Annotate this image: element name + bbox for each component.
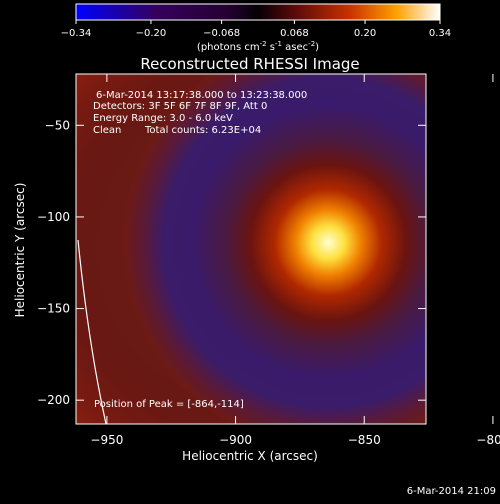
annotation-detectors: Detectors: 3F 5F 6F 7F 8F 9F, Att 0	[93, 101, 267, 112]
chart-title: Reconstructed RHESSI Image	[140, 55, 359, 73]
x-tick-label: −800	[476, 433, 500, 447]
x-tick-label: −900	[219, 433, 252, 447]
y-tick-label: −200	[37, 393, 70, 407]
y-tick-label: −150	[37, 302, 70, 316]
footer-timestamp: 6-Mar-2014 21:09	[407, 486, 496, 497]
y-axis-label: Heliocentric Y (arcsec)	[13, 183, 27, 318]
colorbar-tick-label: −0.068	[203, 28, 240, 39]
annotation-energy: Energy Range: 3.0 - 6.0 keV	[93, 113, 233, 124]
colorbar-unit-label: (photons cm-2 s-1 asec-2)	[197, 40, 319, 53]
colorbar-tick-label: −0.20	[136, 28, 167, 39]
x-axis-ticks: −950 −900 −850 −800	[90, 74, 500, 447]
colorbar-tick-label: 0.34	[429, 28, 451, 39]
annotation-method: Clean	[93, 125, 121, 136]
heatmap-image	[76, 74, 426, 424]
solar-limb	[77, 239, 107, 424]
annotation-counts: Total counts: 6.23E+04	[144, 125, 261, 136]
colorbar-tick-label: 0.20	[354, 28, 376, 39]
colorbar-tick-label: 0.068	[280, 28, 309, 39]
x-tick-label: −850	[348, 433, 381, 447]
colorbar-ticks: −0.34 −0.20 −0.068 0.068 0.20 0.34	[61, 20, 451, 39]
colorbar	[75, 3, 441, 21]
colorbar-tick-label: −0.34	[61, 28, 92, 39]
y-axis-ticks: −50 −100 −150 −200	[37, 118, 426, 407]
annotation-peak: Position of Peak = [-864,-114]	[94, 399, 244, 410]
x-axis-label: Heliocentric X (arcsec)	[182, 449, 318, 463]
plot-frame	[75, 73, 427, 425]
y-tick-label: −50	[45, 118, 70, 132]
x-tick-label: −950	[90, 433, 123, 447]
y-tick-label: −100	[37, 210, 70, 224]
annotation-time-range: 6-Mar-2014 13:17:38.000 to 13:23:38.000	[96, 90, 307, 101]
